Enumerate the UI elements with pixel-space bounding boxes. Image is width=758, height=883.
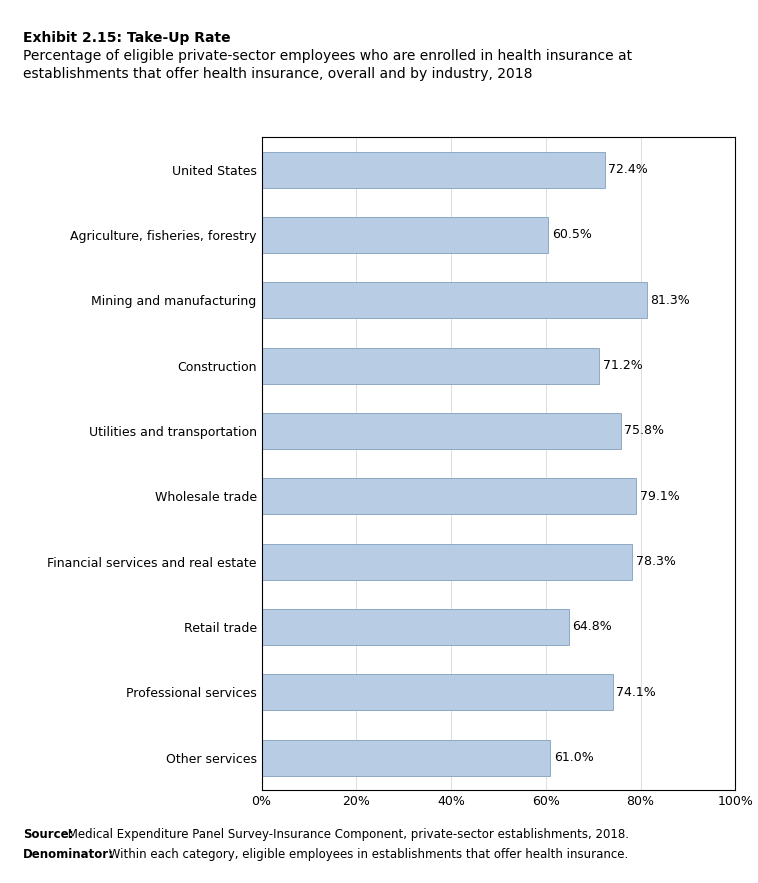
Text: Denominator:: Denominator:: [23, 848, 114, 861]
Text: 61.0%: 61.0%: [554, 751, 594, 764]
Bar: [262, 740, 550, 775]
Bar: [262, 217, 548, 253]
Bar: [262, 544, 632, 579]
Text: Medical Expenditure Panel Survey-Insurance Component, private-sector establishme: Medical Expenditure Panel Survey-Insuran…: [64, 828, 629, 841]
Bar: [262, 283, 647, 318]
Text: Percentage of eligible private-sector employees who are enrolled in health insur: Percentage of eligible private-sector em…: [23, 49, 632, 81]
Text: 78.3%: 78.3%: [636, 555, 676, 568]
Text: Within each category, eligible employees in establishments that offer health ins: Within each category, eligible employees…: [105, 848, 628, 861]
Text: 71.2%: 71.2%: [603, 359, 642, 372]
Text: 81.3%: 81.3%: [650, 294, 691, 306]
Bar: [262, 609, 568, 645]
Text: Source:: Source:: [23, 828, 74, 841]
Bar: [262, 152, 605, 187]
Text: 75.8%: 75.8%: [625, 425, 665, 437]
Text: 79.1%: 79.1%: [640, 490, 680, 502]
Text: Exhibit 2.15: Take-Up Rate: Exhibit 2.15: Take-Up Rate: [23, 31, 230, 45]
Bar: [262, 479, 636, 514]
Text: 74.1%: 74.1%: [616, 686, 656, 698]
Text: 60.5%: 60.5%: [552, 229, 592, 241]
Bar: [262, 348, 599, 383]
Bar: [262, 413, 621, 449]
Text: 64.8%: 64.8%: [572, 621, 612, 633]
Bar: [262, 675, 612, 710]
Text: 72.4%: 72.4%: [609, 163, 648, 176]
